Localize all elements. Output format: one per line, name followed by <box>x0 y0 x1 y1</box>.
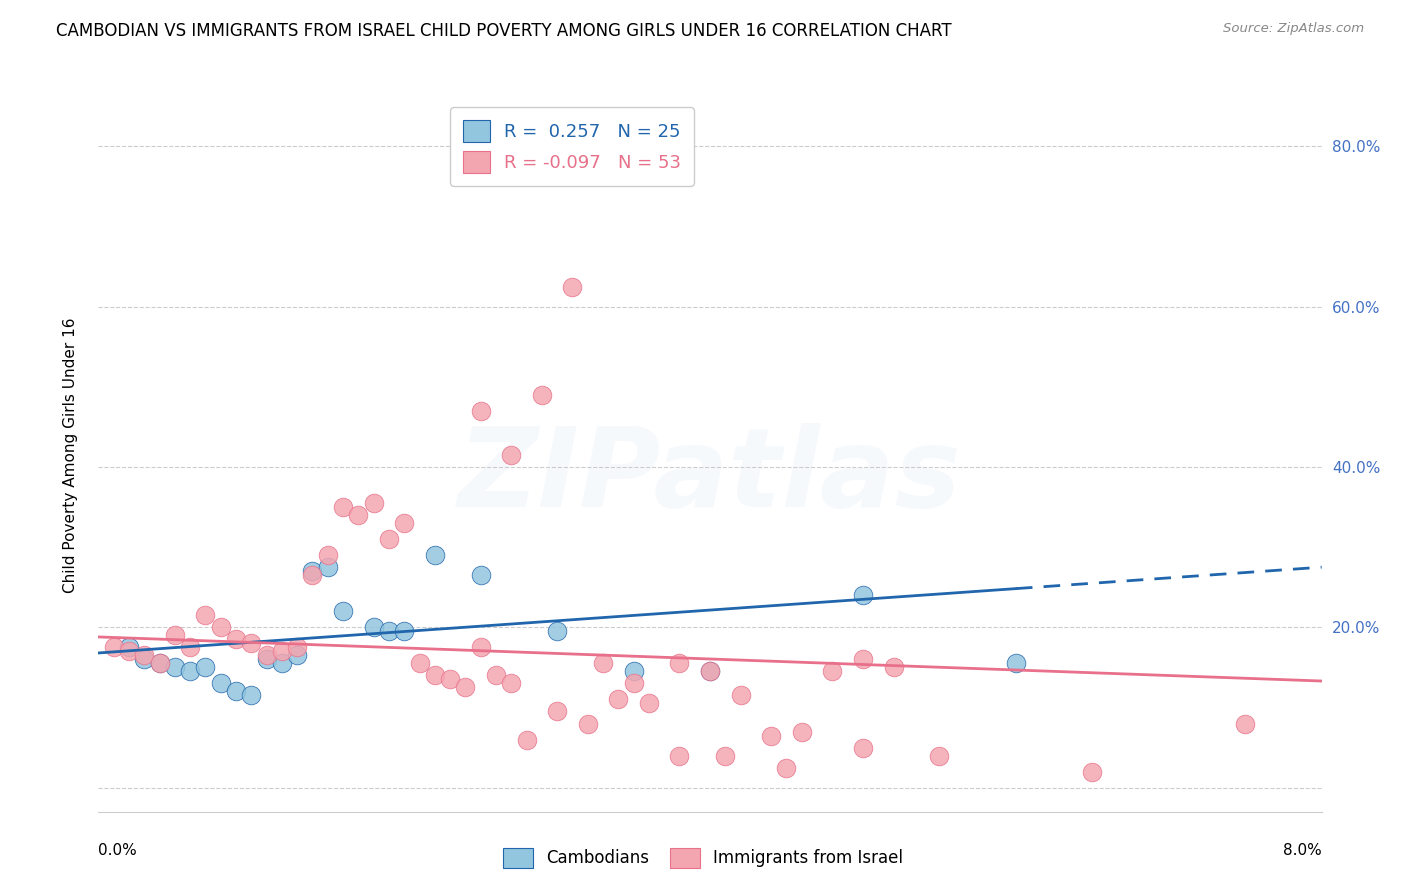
Point <box>637 697 661 711</box>
Point <box>316 548 339 562</box>
Point <box>883 660 905 674</box>
Point <box>118 640 141 655</box>
Point <box>668 657 690 671</box>
Point <box>501 448 523 462</box>
Point <box>439 673 461 687</box>
Point <box>454 681 477 695</box>
Point <box>285 640 308 655</box>
Point <box>775 761 797 775</box>
Point <box>209 620 232 634</box>
Legend: Cambodians, Immigrants from Israel: Cambodians, Immigrants from Israel <box>496 841 910 875</box>
Point <box>699 665 721 679</box>
Point <box>194 660 217 674</box>
Point <box>699 665 721 679</box>
Text: ZIPatlas: ZIPatlas <box>458 423 962 530</box>
Point <box>516 732 538 747</box>
Point <box>714 748 737 763</box>
Point <box>316 560 339 574</box>
Point <box>392 624 416 639</box>
Point <box>149 657 172 671</box>
Point <box>470 404 492 418</box>
Point <box>209 676 232 690</box>
Point <box>623 665 645 679</box>
Point <box>301 568 323 582</box>
Point <box>607 692 630 706</box>
Point <box>270 644 294 658</box>
Point <box>163 628 186 642</box>
Point <box>759 729 782 743</box>
Point <box>225 632 247 647</box>
Point <box>134 648 156 663</box>
Point <box>347 508 370 522</box>
Point <box>423 668 446 682</box>
Text: 8.0%: 8.0% <box>1282 843 1322 858</box>
Point <box>470 568 492 582</box>
Point <box>852 740 875 755</box>
Text: CAMBODIAN VS IMMIGRANTS FROM ISRAEL CHILD POVERTY AMONG GIRLS UNDER 16 CORRELATI: CAMBODIAN VS IMMIGRANTS FROM ISRAEL CHIL… <box>56 22 952 40</box>
Point <box>623 676 645 690</box>
Point <box>149 657 172 671</box>
Point <box>561 279 583 293</box>
Point <box>163 660 186 674</box>
Point <box>730 689 752 703</box>
Point <box>423 548 446 562</box>
Point <box>332 604 354 618</box>
Point <box>530 388 553 402</box>
Point <box>501 676 523 690</box>
Point <box>790 724 813 739</box>
Point <box>378 532 401 546</box>
Point <box>378 624 401 639</box>
Point <box>852 652 875 666</box>
Point <box>285 648 308 663</box>
Point <box>225 684 247 698</box>
Point <box>668 748 690 763</box>
Point <box>821 665 844 679</box>
Point <box>928 748 950 763</box>
Point <box>179 640 201 655</box>
Point <box>240 689 263 703</box>
Point <box>134 652 156 666</box>
Text: Source: ZipAtlas.com: Source: ZipAtlas.com <box>1223 22 1364 36</box>
Point <box>485 668 508 682</box>
Point <box>576 716 599 731</box>
Y-axis label: Child Poverty Among Girls Under 16: Child Poverty Among Girls Under 16 <box>63 318 77 592</box>
Point <box>332 500 354 514</box>
Point <box>1234 716 1257 731</box>
Text: 0.0%: 0.0% <box>98 843 138 858</box>
Point <box>256 652 278 666</box>
Point <box>363 620 385 634</box>
Point <box>118 644 141 658</box>
Point <box>301 564 323 578</box>
Point <box>103 640 125 655</box>
Point <box>1081 764 1104 779</box>
Point <box>852 588 875 602</box>
Point <box>363 496 385 510</box>
Point <box>240 636 263 650</box>
Point <box>470 640 492 655</box>
Point <box>256 648 278 663</box>
Point <box>270 657 294 671</box>
Point <box>179 665 201 679</box>
Point <box>546 624 568 639</box>
Legend: R =  0.257   N = 25, R = -0.097   N = 53: R = 0.257 N = 25, R = -0.097 N = 53 <box>450 107 693 186</box>
Point <box>546 705 568 719</box>
Point <box>392 516 416 530</box>
Point <box>408 657 430 671</box>
Point <box>592 657 614 671</box>
Point <box>1004 657 1026 671</box>
Point <box>194 608 217 623</box>
